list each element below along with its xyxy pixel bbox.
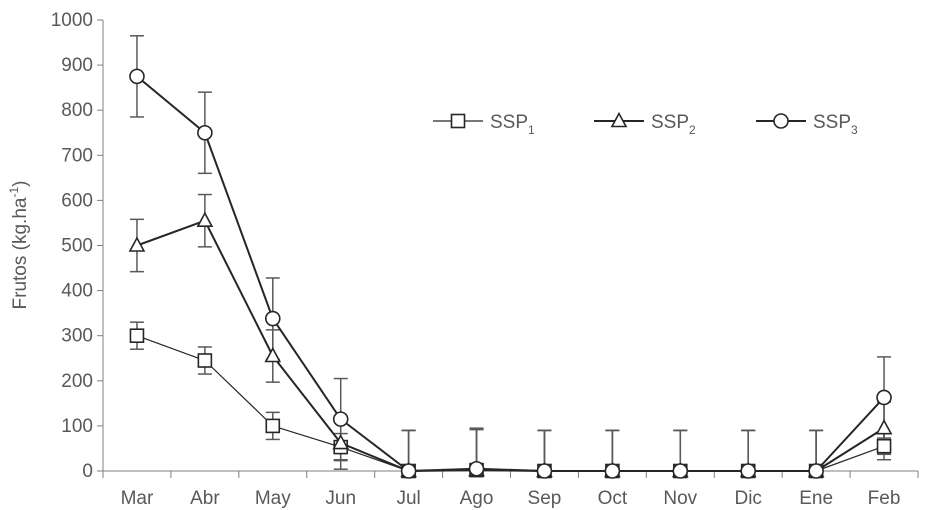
data-point-triangle <box>875 418 893 435</box>
legend-label: SSP2 <box>651 112 696 137</box>
data-point-circle <box>536 463 553 479</box>
data-point-circle <box>740 463 757 479</box>
x-tick-label: Feb <box>868 488 901 509</box>
x-tick-label: Abr <box>190 488 220 509</box>
x-tick-label: Jul <box>396 488 420 509</box>
legend-marker-circle <box>773 113 789 129</box>
x-tick-label: Ene <box>799 488 833 509</box>
y-tick-label: 0 <box>82 461 93 482</box>
legend-label-sub: 2 <box>689 123 696 137</box>
data-point-circle <box>468 460 485 477</box>
series-line-3 <box>136 75 885 472</box>
legend-label-name: SSP <box>813 112 851 133</box>
series-line-2 <box>136 219 885 472</box>
series-markers <box>128 68 893 479</box>
y-axis-title: Frutos (kg.ha-1) <box>7 181 31 310</box>
x-tick-label: Nov <box>663 488 697 509</box>
y-axis-title-text: Frutos (kg.ha <box>10 197 31 309</box>
error-bars <box>129 35 892 471</box>
y-tick-label: 400 <box>61 281 93 302</box>
series-lines <box>136 75 885 472</box>
y-tick-label: 200 <box>61 371 93 392</box>
x-tick-label: Ago <box>460 488 494 509</box>
data-point-circle <box>672 463 689 479</box>
series-line-1 <box>136 335 885 472</box>
y-tick-label: 500 <box>61 236 93 257</box>
y-axis-title-sup: -1 <box>7 187 21 198</box>
data-point-triangle <box>264 346 282 363</box>
legend-label: SSP3 <box>813 112 858 137</box>
x-tick-label: Sep <box>528 488 562 509</box>
y-tick-label: 700 <box>61 145 93 166</box>
x-tick-label: Oct <box>598 488 628 509</box>
data-point-circle <box>129 68 145 85</box>
legend-label-name: SSP <box>651 112 689 133</box>
y-tick-label: 100 <box>61 416 93 437</box>
data-point-circle <box>264 310 281 327</box>
data-point-circle <box>604 463 621 479</box>
data-point-square <box>129 328 145 344</box>
x-tick-label: May <box>255 488 291 509</box>
data-point-square <box>265 418 281 434</box>
data-point-triangle <box>196 211 214 227</box>
y-axis-title-close: ) <box>10 181 31 187</box>
legend-label-name: SSP <box>490 112 528 133</box>
tick-labels: 0 100 200 300 400 500 600 700 800 900 1000 Mar Abr Ma… <box>51 10 901 509</box>
y-tick-label: 300 <box>61 326 93 347</box>
x-tick-label: Mar <box>121 488 154 509</box>
legend-marker-square <box>450 113 466 129</box>
legend-label: SSP1 <box>490 112 535 137</box>
data-point-circle <box>197 124 213 141</box>
y-tick-label: 600 <box>61 190 93 211</box>
y-tick-label: 1000 <box>51 10 93 31</box>
data-point-square <box>876 438 892 454</box>
data-point-triangle <box>332 433 350 450</box>
x-tick-label: Jun <box>325 488 356 509</box>
legend-label-sub: 3 <box>851 123 858 137</box>
y-tick-label: 800 <box>61 100 93 121</box>
data-point-circle <box>400 463 417 479</box>
legend: SSP1 SSP2 SSP3 <box>433 111 858 137</box>
data-point-triangle <box>128 236 146 252</box>
x-tick-label: Dic <box>734 488 761 509</box>
legend-marker-triangle <box>610 111 628 128</box>
data-point-circle <box>332 411 349 427</box>
data-point-square <box>197 353 213 368</box>
data-point-circle <box>808 463 824 479</box>
y-tick-label: 900 <box>61 55 93 76</box>
legend-label-sub: 1 <box>528 123 535 137</box>
data-point-circle <box>876 389 892 406</box>
